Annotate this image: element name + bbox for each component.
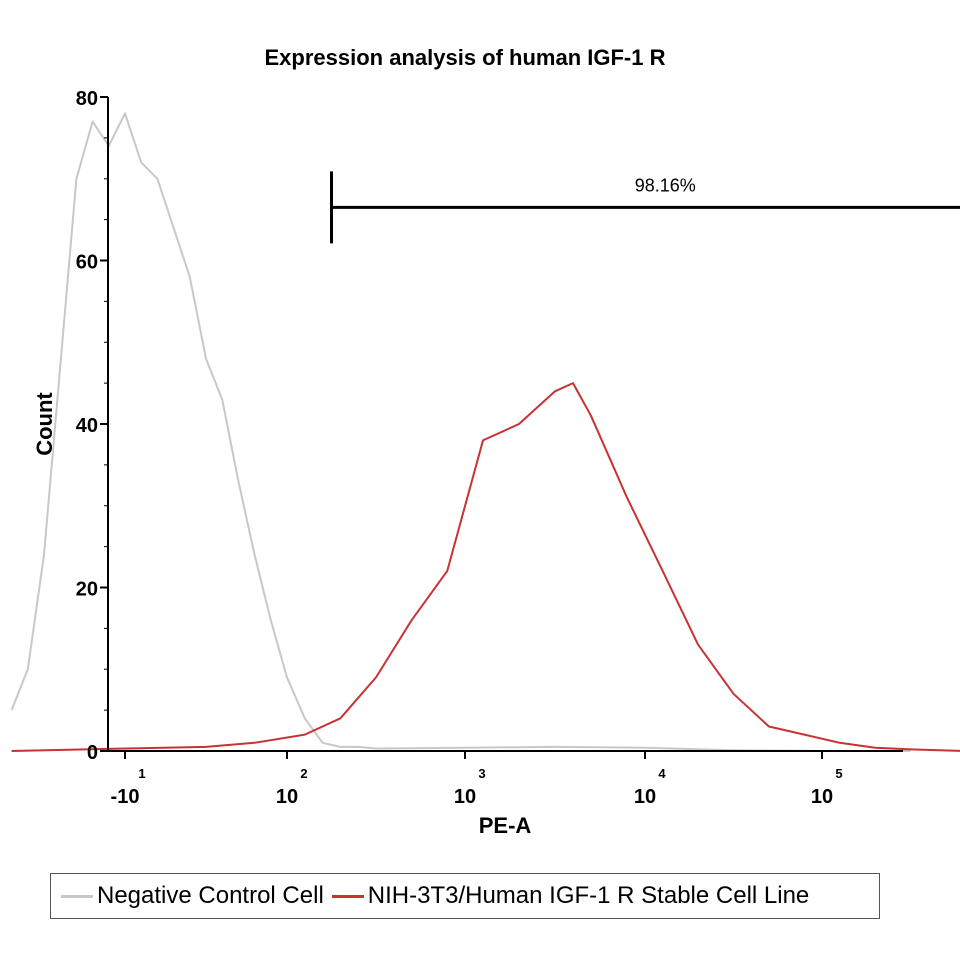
gate-marker: 98.16% — [330, 171, 960, 244]
series-line-2 — [11, 382, 960, 752]
legend-swatch — [61, 894, 93, 898]
x-tick-exponent: 1 — [138, 766, 145, 781]
chart-title: Expression analysis of human IGF-1 R — [265, 45, 666, 70]
x-tick-label: -10 — [111, 786, 140, 808]
x-tick-exponent: 4 — [658, 766, 666, 781]
x-axis-label: PE-A — [479, 813, 532, 838]
x-tick-exponent: 5 — [835, 766, 842, 781]
series-line-1 — [10, 112, 911, 752]
y-ticks: 0 20 40 60 80 — [76, 88, 108, 764]
y-tick-label: 20 — [76, 579, 98, 601]
legend-swatch — [331, 894, 364, 898]
legend-item-1: Negative Control Cell — [61, 882, 324, 910]
y-axis-label: Count — [32, 392, 57, 456]
x-tick-label: 10 — [276, 786, 298, 808]
y-tick-label: 0 — [87, 742, 98, 764]
legend-label: NIH-3T3/Human IGF-1 R Stable Cell Line — [367, 882, 810, 909]
y-tick-label: 80 — [76, 88, 98, 110]
y-tick-label: 40 — [76, 415, 98, 437]
legend-item-2: NIH-3T3/Human IGF-1 R Stable Cell Line — [331, 882, 810, 910]
x-tick-label: 10 — [634, 786, 656, 808]
y-tick-label: 60 — [76, 252, 98, 274]
chart: Expression analysis of human IGF-1 R 98.… — [10, 45, 960, 838]
legend-label: Negative Control Cell — [97, 882, 324, 909]
x-tick-exponent: 3 — [478, 766, 485, 781]
gate-label: 98.16% — [635, 175, 696, 195]
x-tick-label: 10 — [811, 786, 833, 808]
legend: Negative Control Cell NIH-3T3/Human IGF-1… — [50, 873, 880, 919]
plot-lines — [10, 112, 960, 752]
x-tick-exponent: 2 — [300, 766, 307, 781]
x-tick-label: 10 — [454, 786, 476, 808]
